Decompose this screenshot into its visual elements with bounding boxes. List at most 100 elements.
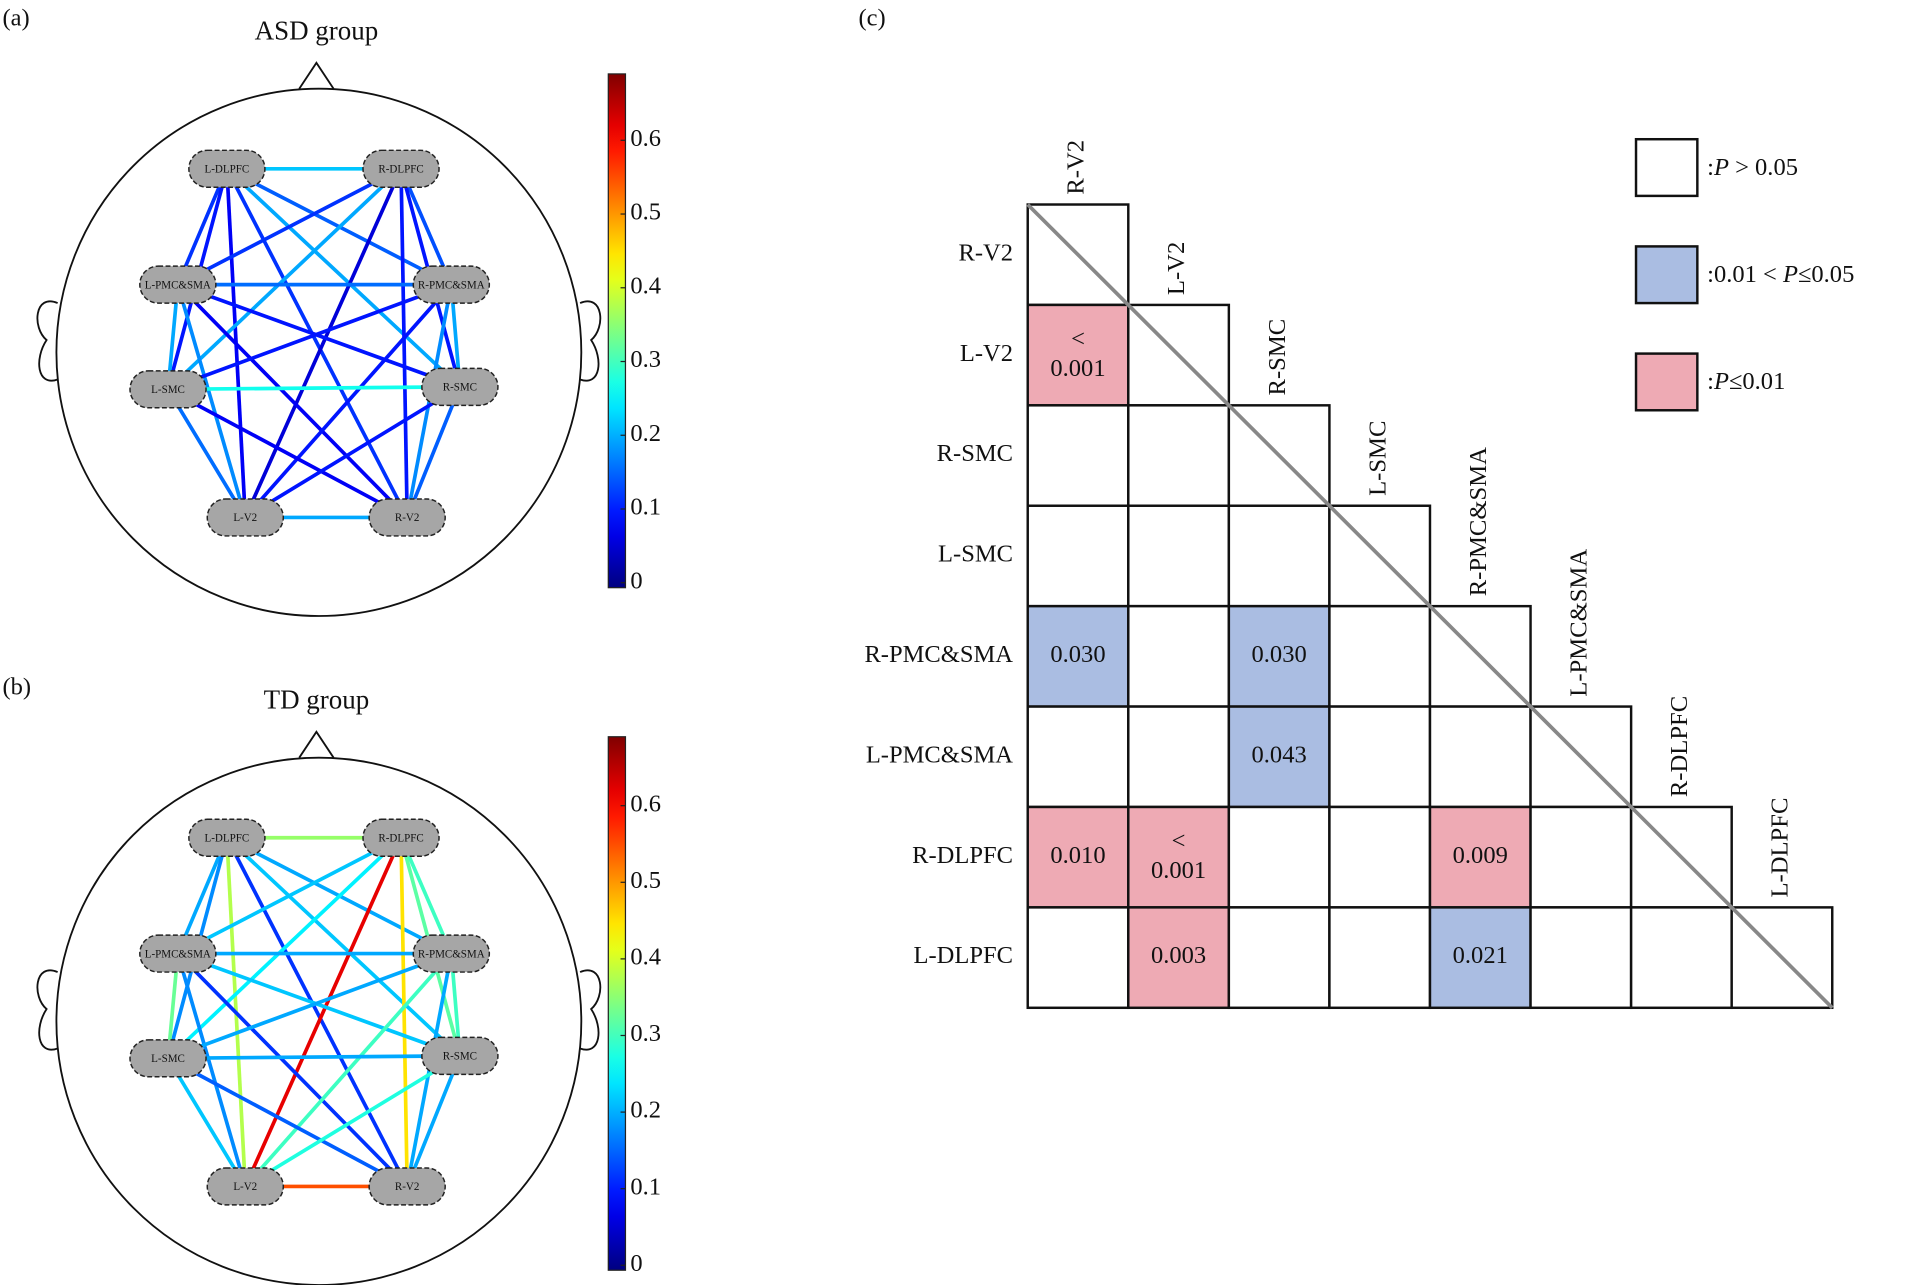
connection [399,837,454,955]
legend-swatch [1634,137,1699,198]
node-label: L-PMC&SMA [145,279,211,291]
matrix-cell [1328,604,1432,708]
connection [243,168,403,519]
connection [176,836,402,956]
connection [176,952,409,1188]
column-label: L-PMC&SMA [1566,549,1593,697]
connection [243,952,453,1188]
column-label: R-DLPFC [1666,696,1693,797]
connection [176,284,248,518]
node [368,498,446,537]
node-label: R-PMC&SMA [418,279,485,291]
matrix-cell [1227,504,1331,608]
ear-right [579,969,602,1051]
node [206,1167,285,1206]
node [206,498,285,537]
node-label: L-PMC&SMA [145,948,211,960]
legend-swatch [1634,352,1699,412]
legend-label: :P > 0.05 [1707,153,1798,180]
matrix-cell [1026,604,1130,708]
cell-value: <0.001 [1151,827,1206,884]
matrix-cell [1026,705,1130,809]
legend-swatch [1634,245,1699,305]
connection [166,1057,247,1188]
connection [405,1055,462,1188]
matrix-cell [1529,805,1633,909]
matrix-cell [1026,404,1130,507]
node [139,934,217,973]
node-label: R-PMC&SMA [418,948,485,960]
row-label: R-V2 [959,239,1014,266]
column-label: L-DLPFC [1767,798,1794,898]
column-label: L-SMC [1364,421,1391,496]
matrix-cell [1127,604,1231,708]
row-label: L-V2 [960,340,1013,367]
row-label: R-PMC&SMA [864,641,1013,668]
column-label: R-SMC [1264,319,1291,396]
connection [244,385,461,520]
colorbar-tick-label: 0.3 [630,1020,661,1047]
colorbar-tick-label: 0.1 [630,494,661,521]
row-label: R-SMC [937,440,1013,467]
node [412,265,491,304]
node-label: L-SMC [151,384,185,396]
colorbar [607,73,627,589]
panel-label: (a) [2,4,29,31]
cell-value: 0.021 [1453,942,1508,969]
colorbar-tick-label: 0.6 [630,125,661,152]
connection [166,388,247,519]
connection [243,283,453,519]
column-label: R-PMC&SMA [1465,447,1492,596]
matrix-cell [1127,504,1231,608]
connection [176,283,409,519]
connection [176,167,402,287]
connection [243,837,403,1188]
matrix-cell [1127,906,1231,1010]
node [362,818,440,857]
cell-value: 0.010 [1050,842,1105,869]
node [188,149,266,189]
connection [225,836,409,1188]
node [129,370,207,409]
matrix-cell [1127,404,1231,507]
node-label: L-V2 [233,1181,257,1193]
node-label: R-V2 [395,1181,420,1193]
panel-title: TD group [264,684,370,714]
colorbar [607,736,627,1271]
node-label: R-SMC [443,1051,477,1063]
matrix-cell [1127,805,1231,909]
matrix-cell [1428,705,1532,809]
colorbar-tick-label: 0.1 [630,1173,661,1200]
node [139,265,217,304]
matrix-cell [1328,805,1432,909]
colorbar-tick-label: 0.2 [630,1097,661,1124]
node [421,367,499,407]
cell-value: 0.030 [1252,641,1307,668]
connection [225,167,409,519]
node-label: R-SMC [443,382,477,394]
matrix-cell [1227,805,1331,909]
node-label: R-DLPFC [378,164,423,176]
column-label: R-V2 [1063,140,1090,195]
node [421,1036,499,1076]
colorbar-tick-label: 0.2 [630,420,661,447]
node [412,934,491,973]
connection [177,282,461,389]
connection [225,836,462,1058]
cell-value: <0.001 [1050,325,1105,382]
legend-label: :0.01 < P≤0.05 [1707,261,1854,288]
connection [168,1053,460,1061]
connection [399,837,410,1187]
matrix-cell [1227,705,1331,809]
cell-value: 0.043 [1252,741,1307,768]
ear-right [579,300,602,382]
diagonal [1026,203,1834,1010]
cell-value: 0.009 [1453,842,1508,869]
connection [399,168,410,518]
head [55,87,583,617]
node [362,149,440,189]
matrix-cell [1529,906,1633,1010]
colorbar-tick-label: 0 [630,1250,642,1277]
connection [166,167,403,391]
cell-value: 0.003 [1151,942,1206,969]
